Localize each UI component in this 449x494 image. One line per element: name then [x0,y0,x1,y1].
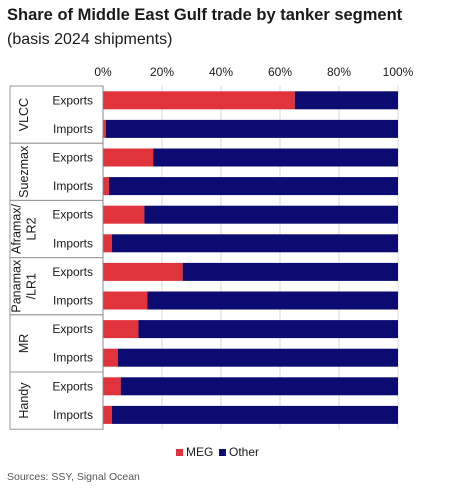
row-label-exports: Exports [52,151,93,165]
x-tick-label: 80% [327,65,351,79]
row-label-imports: Imports [53,351,93,365]
bar-other-panamax-lr1-exports [182,262,398,281]
row-label-imports: Imports [53,122,93,136]
bar-other-handy-exports [120,377,398,396]
legend-swatch-other [219,449,226,456]
group-label-aframax-lr2: Aframax/LR2 [10,203,39,254]
x-tick-label: 40% [209,65,233,79]
row-label-imports: Imports [53,294,93,308]
bar-other-aframax-lr2-imports [111,234,398,253]
x-tick-label: 0% [94,65,112,79]
row-label-imports: Imports [53,179,93,193]
bar-meg-vlcc-exports [103,91,295,110]
row-label-exports: Exports [52,93,93,107]
row-label-imports: Imports [53,408,93,422]
bar-other-mr-exports [138,320,398,339]
bar-other-suezmax-exports [153,148,398,167]
bar-other-suezmax-imports [108,177,399,196]
bar-meg-aframax-lr2-imports [103,234,112,253]
group-label-handy: Handy [17,382,31,419]
bar-other-aframax-lr2-exports [144,205,398,224]
bar-other-mr-imports [117,348,398,367]
legend-label-other: Other [229,445,259,459]
bar-other-vlcc-exports [294,91,398,110]
row-label-exports: Exports [52,208,93,222]
bar-meg-suezmax-exports [103,148,154,167]
x-tick-label: 20% [150,65,174,79]
chart-title: Share of Middle East Gulf trade by tanke… [7,6,403,24]
row-label-exports: Exports [52,322,93,336]
bar-meg-panamax-lr1-exports [103,262,183,281]
bar-meg-handy-exports [103,377,121,396]
group-label-suezmax: Suezmax [17,145,31,198]
bar-meg-suezmax-imports [103,177,109,196]
bar-meg-aframax-lr2-exports [103,205,145,224]
source-note: Sources: SSY, Signal Ocean [7,471,140,483]
x-tick-label: 100% [383,65,414,79]
chart-subtitle: (basis 2024 shipments) [7,31,173,48]
legend-label-meg: MEG [186,445,213,459]
bar-meg-handy-imports [103,405,112,424]
bar-other-vlcc-imports [105,119,398,138]
group-label-mr: MR [17,334,31,353]
legend-swatch-meg [176,449,183,456]
bar-meg-panamax-lr1-imports [103,291,148,310]
x-tick-label: 60% [268,65,292,79]
row-label-exports: Exports [52,379,93,393]
stacked-bar-chart: 0% 20% 40% 60% 80% 100% VLCC Exports Imports Suez… [9,65,414,459]
group-label-vlcc: VLCC [17,98,31,131]
row-label-exports: Exports [52,265,93,279]
bar-meg-mr-imports [103,348,118,367]
bar-meg-vlcc-imports [103,119,106,138]
bar-other-handy-imports [111,405,398,424]
row-label-imports: Imports [53,236,93,250]
bar-meg-mr-exports [103,320,139,339]
bar-other-panamax-lr1-imports [147,291,398,310]
group-label-panamax-lr1: Panamax/LR1 [10,259,39,313]
